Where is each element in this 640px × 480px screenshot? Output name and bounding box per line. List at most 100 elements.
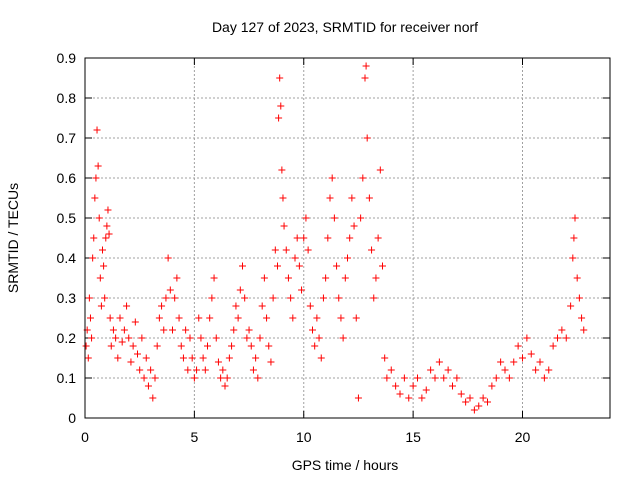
data-point	[136, 366, 144, 374]
data-point	[256, 334, 264, 342]
y-tick-label: 0.5	[57, 210, 77, 226]
data-point	[536, 358, 544, 366]
data-point	[470, 406, 478, 414]
data-point	[164, 254, 172, 262]
data-point	[333, 262, 341, 270]
data-point	[99, 246, 106, 254]
data-point	[186, 334, 194, 342]
data-point	[466, 394, 474, 402]
data-point	[462, 398, 470, 406]
data-point	[348, 194, 356, 202]
data-point	[562, 334, 570, 342]
data-point	[100, 262, 108, 270]
data-point	[362, 62, 370, 70]
data-point	[449, 382, 456, 390]
data-point	[204, 342, 211, 350]
data-point	[247, 342, 255, 350]
data-point	[427, 366, 435, 374]
data-point	[573, 274, 581, 282]
data-point	[328, 174, 336, 182]
data-point	[88, 334, 96, 342]
data-point	[501, 366, 509, 374]
data-point	[212, 334, 220, 342]
data-point	[160, 326, 168, 334]
data-point	[92, 174, 100, 182]
data-point	[376, 166, 384, 174]
data-point	[359, 174, 367, 182]
data-point	[392, 382, 400, 390]
y-tick-label: 0.4	[57, 250, 77, 266]
data-point	[431, 374, 439, 382]
data-point	[558, 326, 566, 334]
data-point	[96, 274, 104, 282]
data-point	[313, 314, 321, 322]
data-point	[554, 334, 561, 342]
data-point	[147, 366, 155, 374]
y-tick-label: 0.9	[57, 50, 77, 66]
data-point	[306, 302, 314, 310]
y-tick-label: 0.8	[57, 90, 77, 106]
data-point	[129, 342, 137, 350]
data-point	[440, 374, 448, 382]
x-tick-label: 15	[405, 429, 421, 445]
data-point	[138, 334, 146, 342]
data-point	[291, 254, 299, 262]
data-point	[249, 366, 257, 374]
data-point	[221, 382, 229, 390]
data-point	[271, 246, 279, 254]
data-point	[492, 374, 500, 382]
data-point	[330, 214, 338, 222]
data-point	[275, 114, 283, 122]
data-point	[104, 206, 112, 214]
data-point	[175, 314, 183, 322]
data-point	[131, 318, 139, 326]
data-point	[457, 390, 465, 398]
data-point	[112, 334, 120, 342]
data-point	[578, 314, 586, 322]
data-point	[396, 390, 404, 398]
data-point	[103, 222, 111, 230]
data-point	[532, 366, 540, 374]
data-point	[225, 354, 233, 362]
data-point	[93, 126, 101, 134]
data-point	[354, 394, 362, 402]
data-point	[177, 342, 185, 350]
y-axis-label: SRMTID / TECUs	[5, 183, 21, 293]
data-point	[571, 214, 579, 222]
data-points	[82, 62, 588, 414]
data-point	[169, 326, 176, 334]
data-point	[519, 354, 526, 362]
data-point	[295, 262, 303, 270]
data-point	[418, 394, 426, 402]
x-tick-label: 10	[296, 429, 312, 445]
data-point	[107, 342, 115, 350]
data-point	[171, 294, 179, 302]
data-point	[350, 222, 358, 230]
data-point	[344, 254, 351, 262]
data-point	[300, 234, 308, 242]
data-point	[91, 194, 99, 202]
data-point	[151, 374, 159, 382]
data-point	[284, 274, 292, 282]
data-point	[84, 354, 92, 362]
data-point	[179, 354, 187, 362]
data-point	[263, 314, 271, 322]
data-point	[527, 350, 535, 358]
data-point	[155, 314, 163, 322]
data-point	[357, 214, 365, 222]
data-point	[514, 342, 522, 350]
data-point	[317, 354, 325, 362]
data-point	[206, 314, 214, 322]
data-point	[383, 374, 391, 382]
data-point	[339, 334, 347, 342]
data-point	[374, 234, 382, 242]
data-point	[219, 366, 227, 374]
data-point	[106, 314, 114, 322]
data-point	[567, 302, 575, 310]
data-point	[252, 354, 260, 362]
data-point	[193, 366, 201, 374]
data-point	[201, 366, 209, 374]
data-point	[188, 354, 196, 362]
data-point	[239, 262, 246, 270]
data-point	[101, 294, 109, 302]
